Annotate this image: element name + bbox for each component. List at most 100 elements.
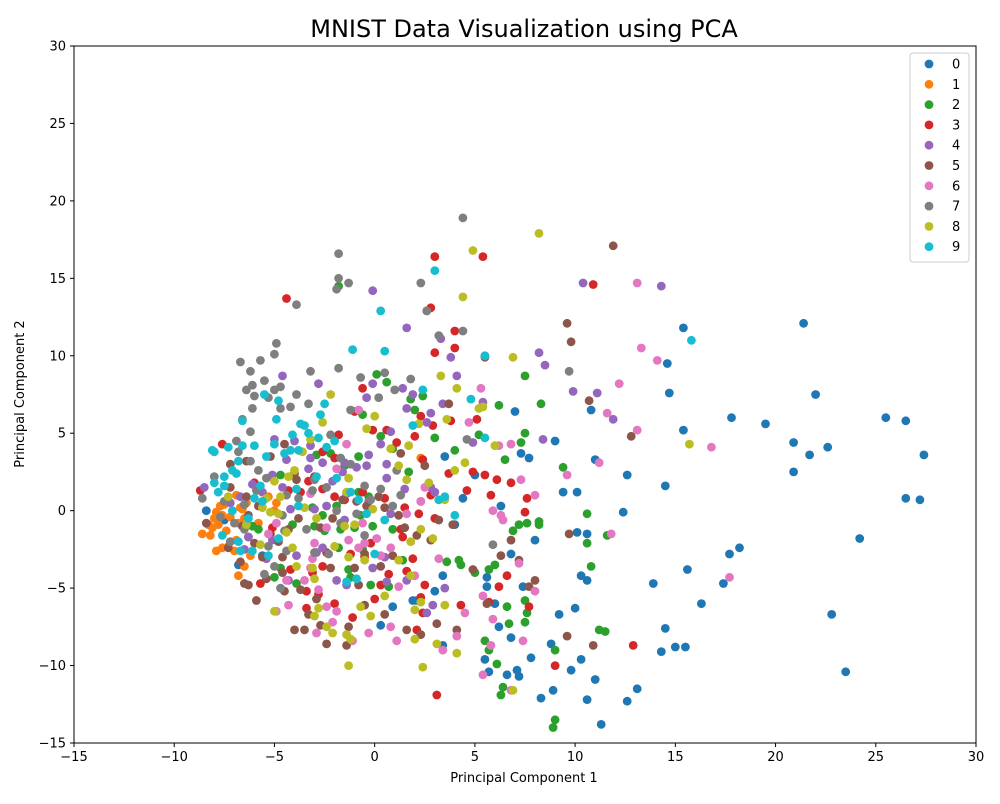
data-point: [520, 617, 530, 627]
data-point: [478, 670, 488, 680]
data-point: [506, 535, 516, 545]
data-point: [278, 371, 287, 381]
data-point: [199, 483, 209, 492]
data-point: [332, 284, 341, 294]
data-point: [380, 368, 390, 378]
data-point: [406, 374, 416, 384]
data-point: [416, 524, 426, 534]
data-point: [240, 500, 249, 509]
data-point: [350, 563, 359, 573]
data-point: [436, 371, 446, 381]
data-point: [586, 405, 596, 415]
data-point: [344, 278, 353, 288]
data-point: [276, 583, 285, 593]
data-point: [211, 546, 221, 556]
data-point: [450, 466, 460, 475]
data-point: [360, 549, 369, 559]
data-point: [524, 582, 534, 591]
data-point: [238, 441, 247, 450]
data-point: [322, 483, 331, 492]
data-point: [232, 469, 241, 478]
data-point: [402, 625, 412, 635]
data-point: [342, 577, 351, 587]
data-point: [312, 514, 321, 523]
data-point: [416, 411, 426, 421]
data-point: [448, 520, 458, 529]
data-point: [536, 693, 546, 703]
data-point: [248, 404, 257, 413]
series-5: [201, 241, 636, 650]
data-point: [572, 487, 582, 497]
data-point: [855, 534, 865, 543]
data-point: [274, 396, 283, 406]
data-point: [336, 453, 345, 463]
data-point: [478, 591, 488, 601]
data-point: [384, 569, 394, 579]
data-point: [358, 383, 367, 393]
data-point: [262, 452, 271, 461]
data-point: [250, 391, 259, 401]
data-point: [482, 582, 492, 591]
data-point: [440, 452, 450, 461]
data-point: [823, 442, 833, 452]
data-point: [350, 520, 359, 529]
data-point: [286, 504, 295, 514]
data-point: [344, 535, 353, 545]
data-point: [260, 376, 269, 385]
data-point: [280, 439, 289, 449]
data-point: [328, 514, 337, 523]
data-point: [428, 600, 438, 610]
legend-label: 0: [952, 58, 960, 73]
data-point: [626, 431, 636, 441]
data-point: [310, 574, 319, 584]
data-point: [566, 665, 576, 675]
data-point: [514, 558, 524, 568]
data-point: [366, 580, 376, 590]
data-point: [468, 565, 478, 574]
data-point: [286, 402, 295, 412]
data-point: [360, 481, 369, 491]
x-tick-label: −10: [161, 750, 188, 765]
data-point: [430, 487, 440, 497]
data-point: [314, 379, 323, 389]
data-point: [322, 523, 331, 533]
data-point: [464, 418, 474, 427]
data-point: [578, 278, 588, 288]
data-point: [322, 602, 331, 612]
data-point: [558, 487, 568, 497]
data-point: [346, 487, 355, 497]
data-point: [410, 605, 420, 615]
data-point: [344, 473, 353, 483]
data-point: [380, 610, 390, 619]
data-point: [508, 685, 518, 695]
data-point: [330, 492, 339, 502]
data-point: [488, 540, 498, 550]
data-point: [264, 551, 273, 560]
data-point: [584, 396, 594, 406]
data-point: [482, 572, 492, 582]
data-point: [346, 405, 355, 415]
data-point: [500, 455, 510, 464]
data-point: [348, 613, 357, 622]
data-point: [480, 433, 490, 443]
data-point: [454, 555, 464, 565]
data-point: [396, 449, 406, 458]
data-point: [452, 383, 462, 393]
data-point: [564, 366, 574, 376]
data-point: [356, 373, 365, 382]
chart-title: MNIST Data Visualization using PCA: [310, 15, 738, 43]
data-point: [320, 399, 329, 409]
data-point: [582, 576, 592, 585]
data-point: [276, 470, 285, 480]
data-point: [596, 720, 606, 729]
data-point: [434, 331, 444, 340]
data-point: [608, 414, 618, 424]
legend-label: 7: [952, 200, 960, 215]
data-point: [538, 435, 548, 444]
data-point: [480, 351, 490, 361]
data-point: [242, 492, 251, 502]
data-point: [316, 410, 325, 419]
data-point: [322, 639, 331, 649]
data-point: [290, 466, 299, 475]
data-point: [272, 414, 281, 424]
